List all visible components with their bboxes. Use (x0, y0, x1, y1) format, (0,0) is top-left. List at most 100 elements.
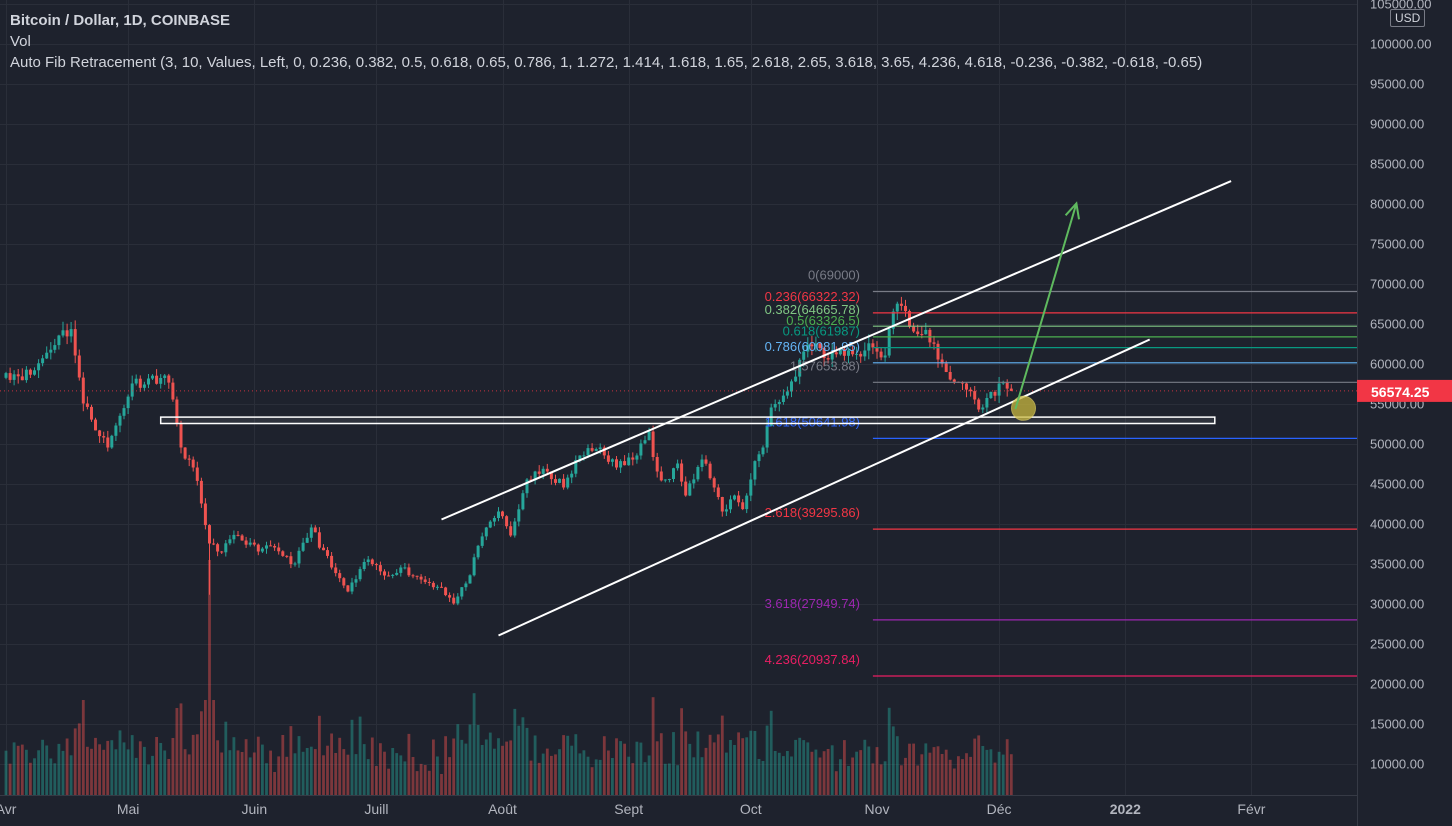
candle-body (61, 330, 65, 336)
candle-body (370, 559, 374, 565)
candle (90, 404, 93, 422)
candle-body (419, 576, 423, 580)
candle-body (203, 503, 207, 526)
candle-body (256, 544, 260, 552)
volume-bar (700, 757, 704, 795)
volume-bar (631, 763, 635, 795)
candle (635, 453, 639, 464)
volume-bar (810, 751, 814, 795)
volume-bar (973, 738, 977, 795)
candle (785, 386, 789, 399)
candle (366, 556, 370, 566)
volume-bar (741, 738, 745, 795)
candle-body (712, 478, 716, 488)
candle-body (285, 555, 289, 557)
volume-bar (171, 738, 175, 795)
candle-body (378, 565, 382, 572)
fib-level-label: 0.236(66322.32) (765, 289, 860, 304)
candle-body (838, 349, 842, 355)
volume-bar (668, 763, 671, 795)
fib-indicator-label[interactable]: Auto Fib Retracement (3, 10, Values, Lef… (10, 54, 1203, 71)
candle-body (696, 467, 700, 480)
candle (334, 563, 338, 577)
candle (619, 459, 623, 473)
volume-bar (891, 726, 895, 795)
volume-bar (826, 749, 830, 795)
candle-body (440, 586, 443, 588)
volume-bar (69, 755, 73, 795)
volume-bar (220, 752, 224, 795)
candle (847, 347, 850, 364)
candle (615, 456, 618, 470)
candle (602, 445, 606, 459)
price-tick-label: 20000.00 (1370, 677, 1424, 692)
volume-bar (232, 737, 236, 795)
candle (208, 524, 211, 595)
candle (220, 551, 224, 554)
volume-indicator-label[interactable]: Vol (10, 33, 31, 50)
volume-bar (952, 768, 956, 795)
candle-body (289, 556, 293, 565)
volume-bar (965, 753, 968, 795)
candle-body (932, 342, 936, 344)
candle-body (525, 479, 529, 494)
candle (102, 431, 106, 443)
volume-bar (769, 710, 773, 795)
volume-bar (883, 761, 887, 795)
volume-bar (187, 754, 191, 795)
price-tick-label: 85000.00 (1370, 157, 1424, 172)
volume-bar (533, 735, 537, 795)
candle (554, 474, 557, 486)
candle-body (90, 406, 93, 420)
candle-body (199, 480, 203, 504)
volume-bar (86, 746, 89, 795)
candle-body (313, 527, 317, 533)
candle (663, 479, 667, 483)
volume-bar (293, 753, 297, 795)
volume-bar (179, 703, 183, 795)
candle (151, 374, 154, 380)
volume-bar (879, 764, 883, 795)
candle-body (472, 557, 476, 576)
last-price-tag (1357, 379, 1452, 402)
candle-body (842, 349, 846, 356)
volume-bar (659, 733, 663, 795)
price-tick-label: 40000.00 (1370, 517, 1424, 532)
candle-body (391, 574, 395, 576)
candle-body (745, 495, 749, 510)
volume-bar (61, 750, 65, 795)
candle-body (65, 330, 69, 337)
volume-bar (733, 745, 736, 795)
candle-body (297, 550, 301, 564)
candle-body (492, 518, 496, 522)
candle (403, 563, 407, 570)
candle-body (464, 583, 468, 588)
volume-bar (847, 766, 850, 795)
price-tick-label: 75000.00 (1370, 237, 1424, 252)
candle-body (940, 359, 944, 364)
candle (33, 367, 36, 376)
candle-body (155, 375, 159, 384)
candle-body (562, 478, 566, 488)
fib-level-label: 4.236(20937.84) (765, 652, 860, 667)
candle (236, 531, 240, 537)
volume-bar (505, 741, 508, 795)
volume-bar (326, 745, 329, 795)
currency-badge[interactable]: USD (1390, 9, 1426, 27)
volume-bar (375, 766, 378, 795)
candle-body (904, 305, 907, 312)
candle-body (965, 383, 968, 390)
price-tick-label: 30000.00 (1370, 597, 1424, 612)
symbol-title[interactable]: Bitcoin / Dollar, 1D, COINBASE (10, 12, 231, 29)
candle (61, 321, 65, 338)
candle-body (513, 521, 517, 536)
price-tick-label: 50000.00 (1370, 437, 1424, 452)
volume-bar (802, 740, 806, 795)
volume-bar (782, 756, 785, 795)
volume-bar (143, 746, 146, 795)
candle (842, 347, 846, 361)
candle-body (578, 455, 582, 460)
candle-body (216, 544, 220, 552)
candle (411, 573, 415, 579)
